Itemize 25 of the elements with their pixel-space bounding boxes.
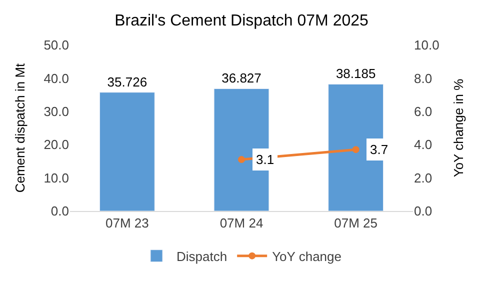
y2-tick-label: 4.0 xyxy=(414,137,432,152)
y-axis-title: Cement dispatch in Mt xyxy=(12,62,28,193)
y2-tick-label: 6.0 xyxy=(414,104,432,119)
x-tick-label: 07M 23 xyxy=(105,216,149,231)
y-tick-label: 40.0 xyxy=(44,70,69,86)
data-label: 38.185 xyxy=(336,66,376,82)
y-tick-label: 20.0 xyxy=(44,137,69,152)
data-label: 3.7 xyxy=(370,142,388,157)
y2-axis-title: YoY change in % xyxy=(450,78,466,178)
y-tick-label: 50.0 xyxy=(44,38,69,53)
y2-tick-label: 0.0 xyxy=(414,204,432,219)
legend-label: Dispatch xyxy=(176,248,228,264)
data-label: 3.1 xyxy=(256,152,274,167)
chart-title: Brazil's Cement Dispatch 07M 2025 xyxy=(114,12,369,30)
y-tick-label: 0.0 xyxy=(50,204,69,219)
data-label: 35.726 xyxy=(107,74,148,90)
y2-tick-label: 2.0 xyxy=(414,170,432,186)
legend-label: YoY change xyxy=(272,248,342,264)
data-label: 36.827 xyxy=(222,70,262,86)
y-tick-label: 10.0 xyxy=(44,170,69,186)
y2-tick-label: 8.0 xyxy=(414,70,432,86)
y-tick-label: 30.0 xyxy=(44,104,69,119)
y2-tick-label: 10.0 xyxy=(414,38,440,53)
x-tick-label: 07M 24 xyxy=(220,216,264,231)
x-tick-label: 07M 25 xyxy=(334,216,378,231)
